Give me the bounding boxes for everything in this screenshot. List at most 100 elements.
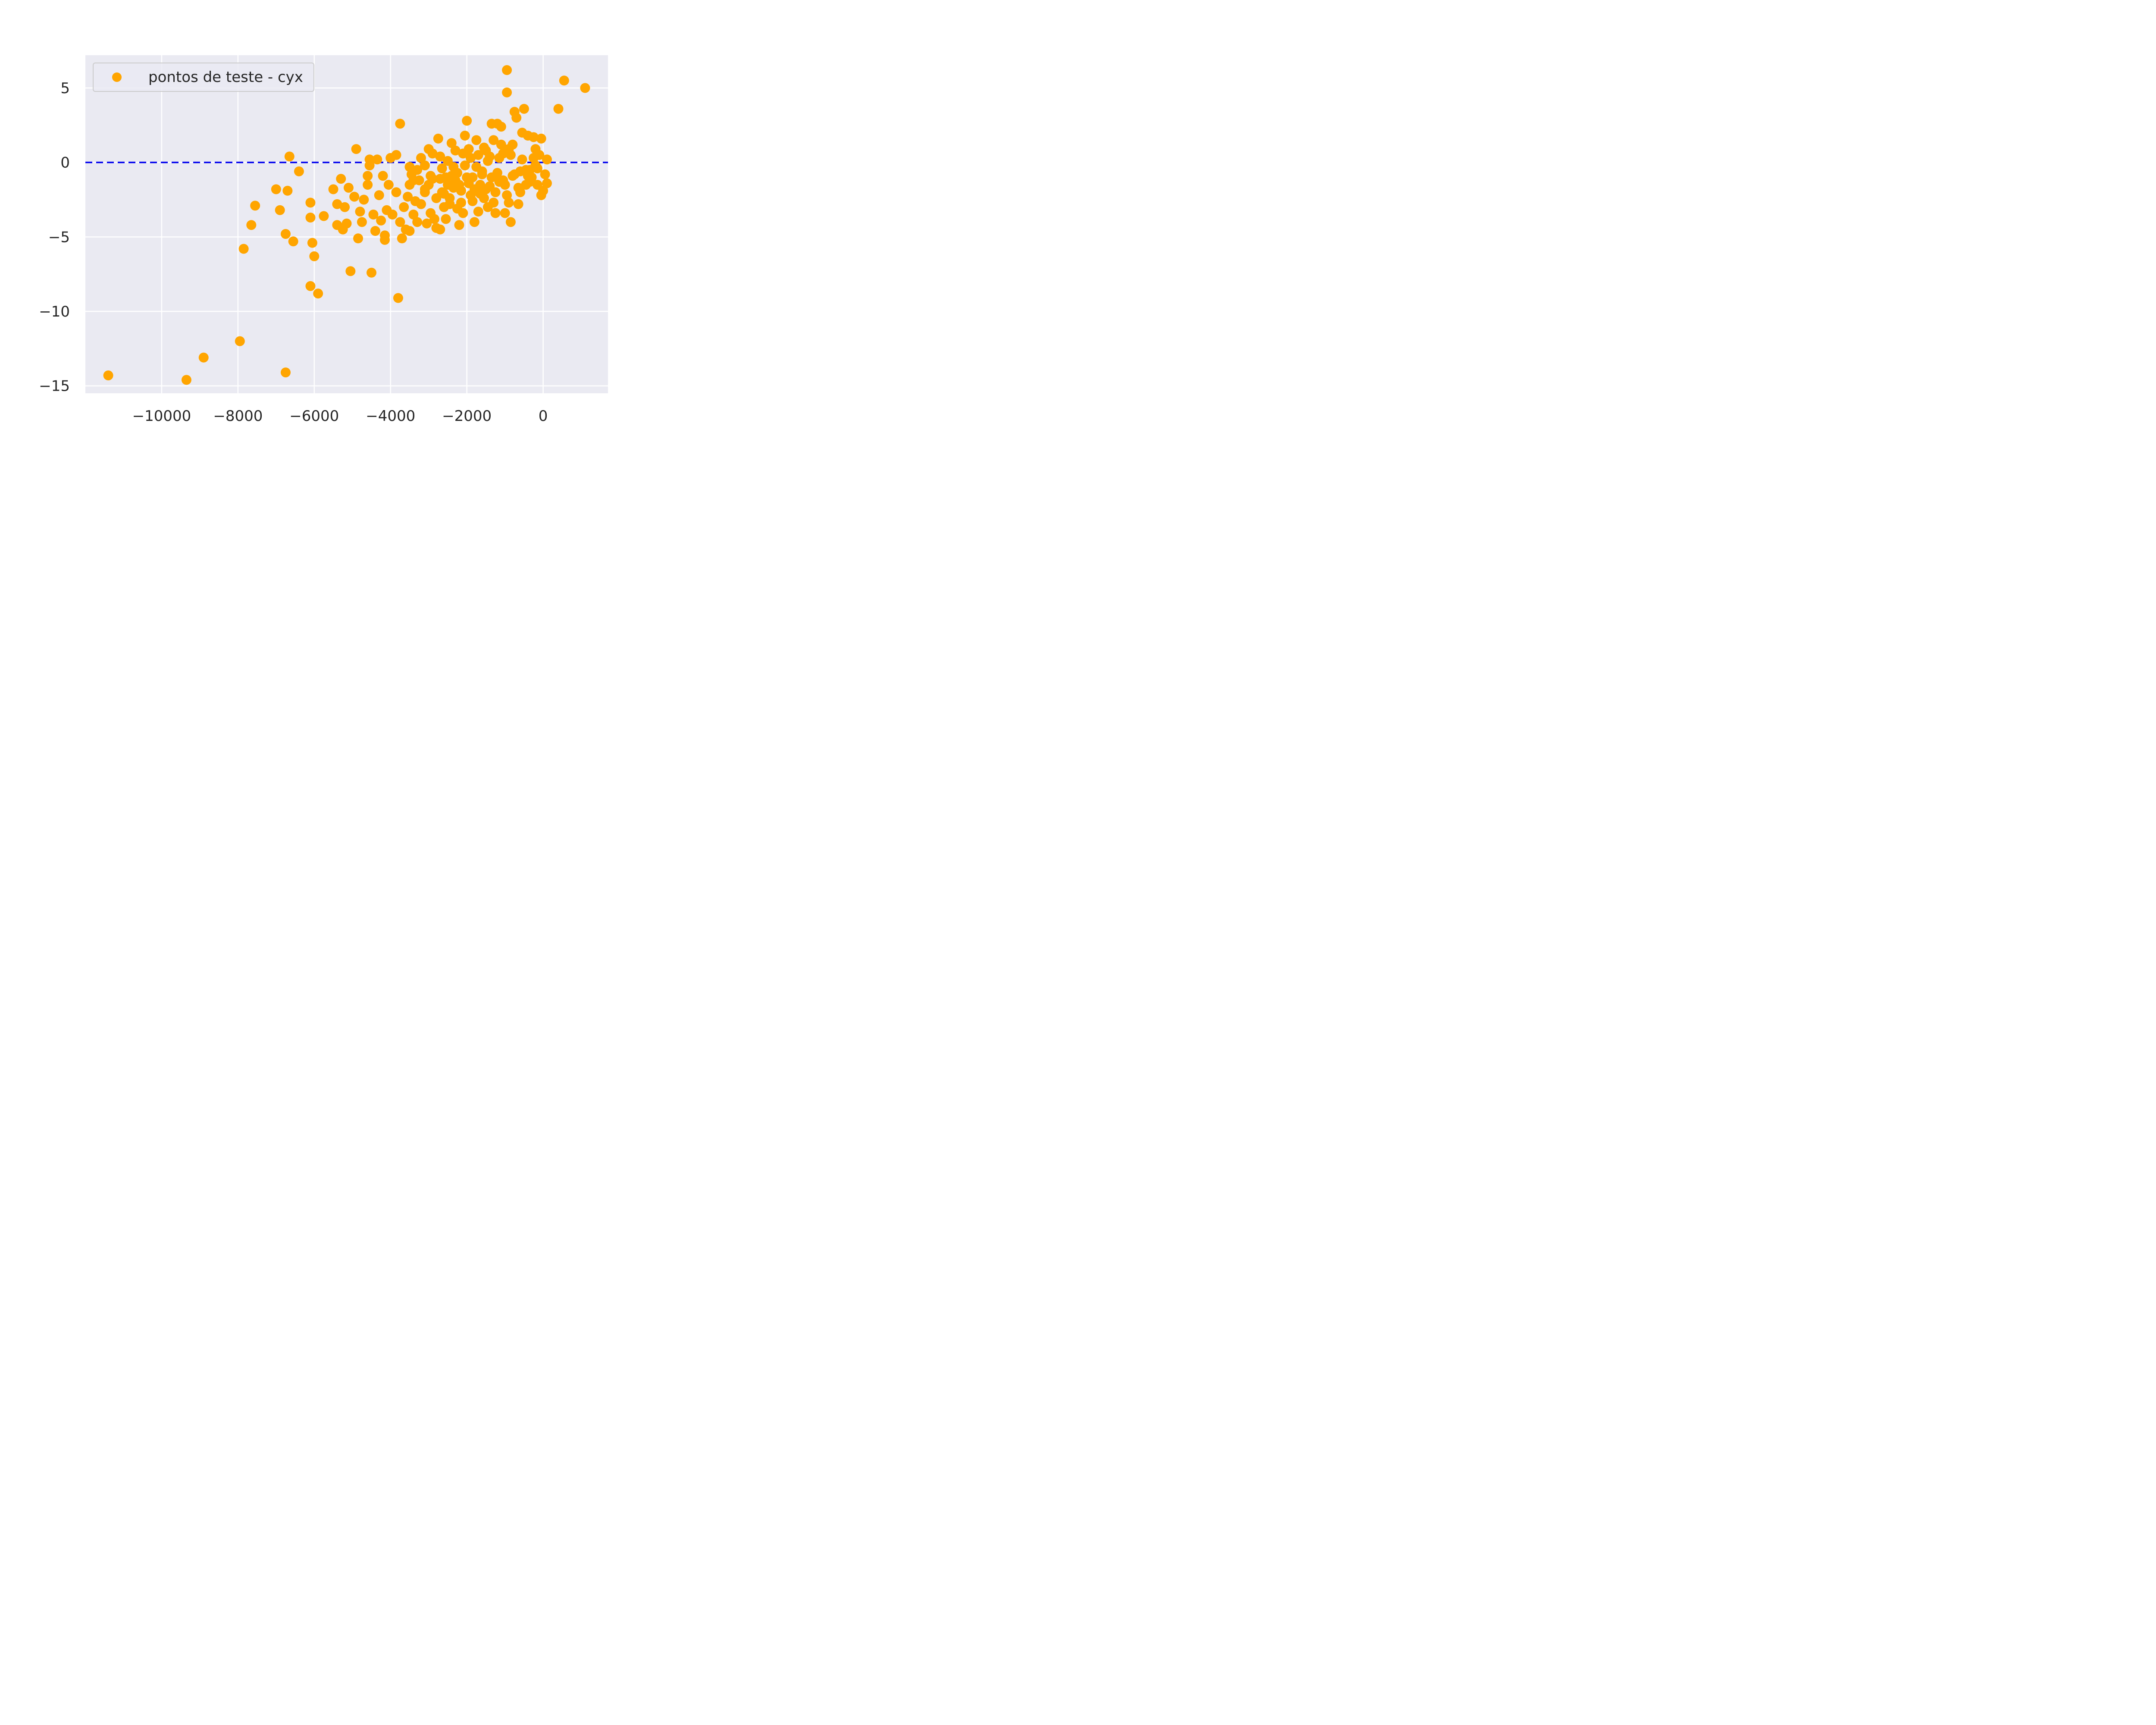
data-point — [353, 233, 364, 244]
data-point — [473, 207, 483, 217]
data-point — [553, 104, 564, 114]
data-point — [294, 166, 304, 176]
y-tick-label: −15 — [39, 378, 70, 395]
data-point — [505, 217, 516, 227]
legend: pontos de teste - cyx — [93, 63, 314, 92]
data-point — [446, 171, 457, 181]
data-point — [305, 198, 316, 208]
data-point — [391, 187, 401, 198]
data-point — [379, 235, 390, 245]
data-point — [540, 169, 550, 179]
data-point — [508, 171, 518, 181]
data-point — [305, 281, 316, 291]
data-point — [454, 179, 464, 190]
data-point — [408, 210, 419, 220]
data-point — [502, 65, 512, 75]
data-point — [511, 113, 522, 123]
data-point — [372, 154, 382, 165]
data-point — [282, 185, 293, 196]
data-point — [349, 191, 360, 202]
data-point — [420, 160, 430, 171]
data-point — [456, 198, 466, 208]
data-point — [336, 174, 346, 184]
data-point — [513, 182, 523, 193]
data-point — [103, 370, 113, 381]
data-point — [342, 218, 352, 229]
data-point — [284, 151, 295, 162]
data-point — [580, 83, 590, 93]
data-point — [181, 375, 191, 385]
x-tick-label: −2000 — [442, 408, 492, 425]
data-point — [374, 190, 384, 201]
data-point — [198, 352, 209, 363]
data-point — [363, 171, 373, 181]
data-point — [271, 184, 281, 194]
data-point — [319, 211, 329, 221]
data-point — [469, 184, 479, 194]
data-point — [513, 199, 523, 209]
x-tick-label: −8000 — [213, 408, 263, 425]
data-point — [515, 166, 526, 176]
data-point — [481, 145, 491, 156]
data-point — [462, 172, 472, 182]
data-point — [536, 133, 546, 144]
data-point — [416, 153, 426, 163]
data-point — [328, 184, 338, 194]
data-point — [494, 153, 505, 163]
data-point — [250, 201, 260, 211]
data-point — [450, 145, 461, 156]
data-point — [454, 220, 464, 230]
data-point — [500, 208, 510, 218]
data-point — [422, 218, 432, 229]
x-tick-label: −10000 — [132, 408, 191, 425]
data-point — [309, 251, 320, 261]
data-point — [403, 191, 413, 202]
data-point — [280, 367, 291, 378]
data-point — [288, 236, 298, 247]
data-point — [246, 220, 257, 230]
data-point — [332, 199, 342, 209]
data-point — [351, 144, 361, 154]
data-point — [458, 148, 468, 159]
data-point — [437, 163, 447, 173]
data-point — [427, 148, 438, 159]
data-point — [395, 119, 405, 129]
data-point — [496, 139, 506, 150]
data-point — [469, 217, 479, 227]
data-point — [387, 210, 398, 220]
data-point — [483, 156, 493, 166]
data-point — [363, 179, 373, 190]
data-point — [383, 179, 394, 190]
data-point — [426, 171, 436, 181]
data-point — [442, 156, 453, 166]
data-point — [412, 217, 423, 227]
data-point — [538, 185, 548, 196]
x-tick-label: −4000 — [366, 408, 415, 425]
y-tick-label: 0 — [60, 154, 70, 172]
data-point — [340, 202, 350, 212]
legend-label: pontos de teste - cyx — [148, 69, 303, 86]
data-point — [370, 226, 380, 236]
data-point — [399, 202, 409, 212]
data-point — [479, 193, 489, 204]
data-point — [477, 169, 487, 179]
data-point — [429, 214, 439, 224]
data-point — [395, 217, 405, 227]
data-point — [446, 138, 457, 148]
data-point — [408, 175, 419, 185]
data-point — [307, 238, 317, 248]
data-point — [462, 116, 472, 126]
data-point — [523, 171, 533, 181]
x-tick-label: 0 — [539, 408, 548, 425]
data-point — [441, 214, 451, 224]
data-point — [343, 182, 354, 193]
data-point — [517, 154, 527, 165]
data-point — [500, 179, 510, 190]
data-point — [431, 193, 442, 204]
data-point — [519, 104, 529, 114]
data-point — [530, 160, 541, 171]
data-point — [471, 135, 482, 145]
data-point — [397, 233, 407, 244]
data-point — [439, 188, 449, 199]
data-point — [528, 132, 539, 142]
